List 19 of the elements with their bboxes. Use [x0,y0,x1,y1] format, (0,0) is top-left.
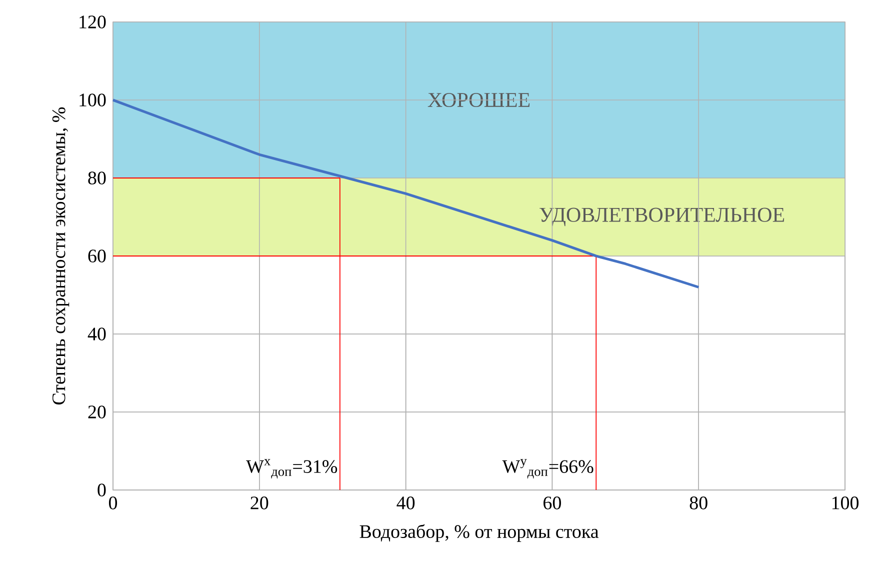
x-tick-label: 40 [396,496,415,510]
y-tick-label: 20 [88,406,106,418]
x-tick-label: 0 [108,496,118,510]
band-label: ХОРОШЕЕ [428,92,530,108]
x-tick-label: 100 [832,496,859,510]
y-axis-title: Степень сохранности экосистемы, % [52,107,70,404]
ref-line-label: W$^{x}$$_{доп}$=31% [246,459,338,478]
x-tick-label: 20 [250,496,268,510]
y-tick-label: 40 [88,328,106,340]
y-tick-label: 120 [80,16,106,28]
x-axis-title: Водозабор, % от нормы стока [360,524,599,542]
x-tick-label: 80 [690,496,708,510]
y-tick-label: 80 [88,172,106,184]
y-tick-label: 0 [98,484,106,496]
y-tick-label: 100 [80,94,106,106]
band-label: УДОВЛЕТВОРИТЕЛЬНОЕ [540,208,784,226]
x-tick-label: 60 [544,496,561,510]
ref-line-label: W$^{y}$$_{доп}$=66% [502,459,594,478]
y-tick-label: 60 [88,250,106,262]
